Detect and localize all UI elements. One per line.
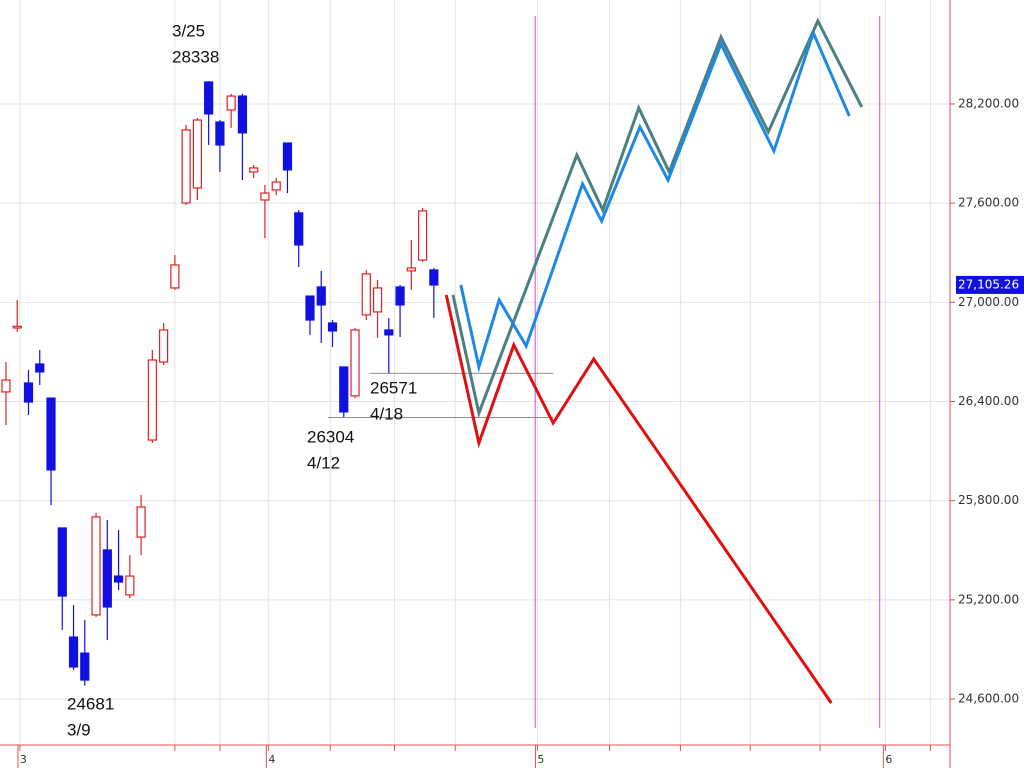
candle-body: [316, 286, 326, 306]
annotation: 26304: [307, 427, 354, 446]
candle-body: [305, 295, 315, 321]
candle-body: [237, 95, 248, 134]
candle-body: [226, 95, 236, 111]
candle-body: [204, 81, 214, 115]
annotation: 3/9: [67, 720, 91, 739]
candle-body: [282, 142, 293, 171]
candle-body: [23, 382, 34, 403]
candle-body: [372, 287, 383, 313]
candle-body: [159, 329, 169, 363]
x-tick-label: 6: [885, 753, 892, 766]
candle-body: [80, 652, 90, 681]
projection-line: [444, 294, 833, 704]
annotation: 24681: [67, 694, 114, 713]
candle-body: [249, 167, 259, 173]
annotation: 3/25: [172, 21, 205, 40]
candle-body: [395, 286, 405, 306]
candle-body: [46, 397, 56, 471]
candle-body: [260, 192, 270, 201]
last-price-box: [956, 275, 1024, 294]
y-tick-label: 24,600.00: [958, 692, 1019, 706]
projection-line: [459, 28, 851, 373]
candle-body: [271, 181, 281, 191]
y-tick-label: 28,200.00: [958, 96, 1019, 110]
candle-body: [350, 329, 360, 397]
y-tick-label: 26,400.00: [958, 394, 1019, 408]
annotation: 4/12: [307, 453, 340, 472]
annotation: 28338: [172, 47, 219, 66]
candle-body: [361, 273, 371, 316]
candle-body: [12, 325, 22, 329]
y-tick-label: 27,000.00: [958, 295, 1019, 309]
y-tick-label: 27,600.00: [958, 196, 1019, 210]
candle-body: [327, 322, 338, 332]
x-tick-label: 3: [20, 753, 27, 766]
y-tick-label: 25,200.00: [958, 592, 1019, 606]
annotation: 4/18: [370, 404, 403, 423]
projection-line: [451, 17, 864, 419]
annotation: 26571: [370, 378, 417, 397]
candle-body: [136, 506, 146, 538]
candle-body: [294, 212, 304, 246]
candle-body: [113, 575, 124, 583]
candle-body: [384, 329, 394, 336]
y-tick-label: 25,800.00: [958, 493, 1019, 507]
candle-body: [181, 129, 191, 204]
x-tick-label: 4: [268, 753, 275, 766]
candle-body: [417, 210, 428, 261]
candle-body: [1, 379, 11, 393]
candle-body: [102, 549, 112, 608]
candle-body: [339, 366, 349, 413]
candle-body: [429, 269, 439, 286]
candle-body: [68, 636, 79, 668]
candle-body: [406, 267, 416, 272]
candle-body: [91, 516, 101, 616]
candle-body: [147, 359, 157, 441]
candle-body: [125, 575, 135, 596]
candle-body: [192, 119, 202, 189]
last-price-label: 27,105.26: [958, 277, 1019, 291]
x-tick-label: 5: [537, 753, 544, 766]
candle-body: [35, 363, 45, 373]
candle-body: [215, 121, 225, 146]
candle-body: [170, 264, 180, 289]
candle-body: [57, 527, 67, 597]
